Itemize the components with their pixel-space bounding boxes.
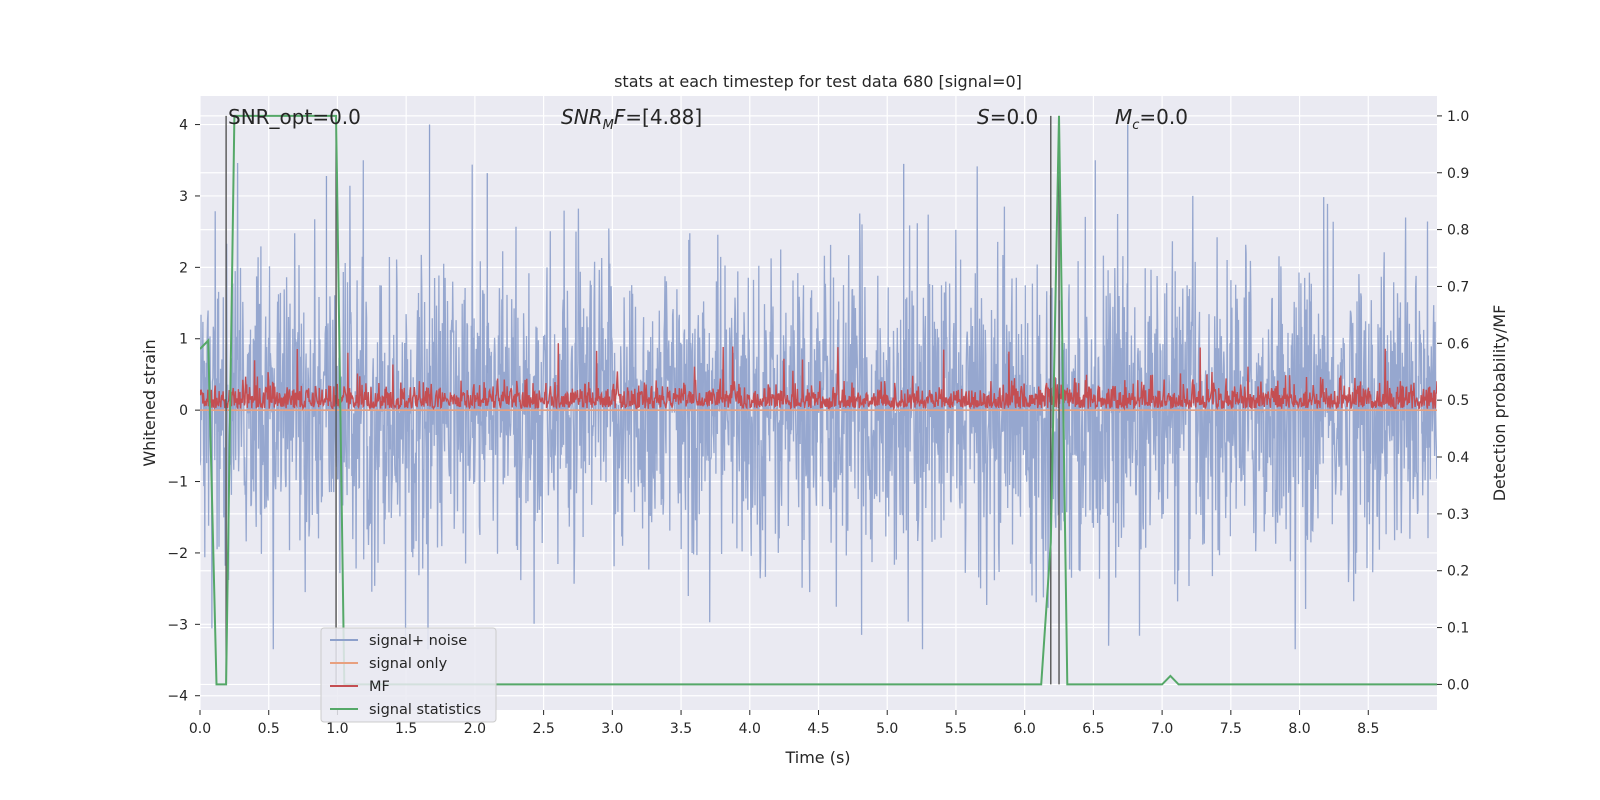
legend-item-signal-statistics: signal statistics [330,702,481,718]
legend-item-signal-noise: signal+ noise [330,633,467,649]
annotation-snr-mf: SNRMF=[4.88] [561,105,702,133]
legend-item-signal-only: signal only [330,656,448,672]
y-left-tick-label: 3 [179,189,188,205]
x-axis-label: Time (s) [784,748,850,767]
chart-title: stats at each timestep for test data 680… [614,72,1022,91]
mf-line [200,343,1437,411]
x-tick-label: 1.5 [395,721,417,737]
svg-text:signal+ noise: signal+ noise [369,633,467,649]
y-left-tick-label: 0 [179,403,188,419]
x-tick-label: 5.5 [945,721,967,737]
y-right-tick-label: 0.0 [1447,677,1469,693]
svg-text:MF: MF [369,679,390,695]
legend-item-mf: MF [330,679,390,695]
y-left-tick-label: −2 [167,546,188,562]
y-right-tick-label: 0.1 [1447,621,1469,637]
annotation-s: S=0.0 [977,105,1038,129]
y-left-tick-label: −1 [167,475,188,491]
x-tick-label: 4.5 [807,721,829,737]
x-tick-label: 1.0 [326,721,348,737]
x-tick-label: 7.0 [1151,721,1173,737]
y-left-tick-label: 4 [179,118,188,134]
x-axis-ticks: 0.0 0.5 1.0 1.5 2.0 2.5 3.0 3.5 4.0 4.5 5.0 5.5 6.0 6… [189,710,1379,737]
y-left-tick-label: −3 [167,617,188,633]
annotation-mc: Mc=0.0 [1115,105,1188,133]
y-right-tick-label: 0.8 [1447,223,1469,239]
x-tick-label: 8.0 [1288,721,1310,737]
x-tick-label: 8.5 [1357,721,1379,737]
x-tick-label: 7.5 [1220,721,1242,737]
y-left-axis-label: Whitened strain [140,339,159,466]
y-right-tick-label: 0.2 [1447,564,1469,580]
x-tick-label: 3.5 [670,721,692,737]
x-tick-label: 5.0 [876,721,898,737]
y-right-axis-label: Detection probability/MF [1490,305,1509,502]
legend: signal+ noise signal only MF signal stat… [320,627,497,723]
annotation-snr-opt: SNR_opt=0.0 [228,105,361,129]
x-tick-label: 0.5 [258,721,280,737]
y-right-tick-label: 0.7 [1447,279,1469,295]
y-left-tick-label: 2 [179,260,188,276]
x-tick-label: 0.0 [189,721,211,737]
y-right-tick-label: 1.0 [1447,109,1469,125]
y-right-axis-ticks: 0.0 0.1 0.2 0.3 0.4 0.5 0.6 0.7 0.8 0.9 1.0 [1437,109,1469,693]
y-right-tick-label: 0.3 [1447,507,1469,523]
legend-box [320,627,497,723]
x-tick-label: 2.0 [464,721,486,737]
y-right-tick-label: 0.4 [1447,450,1469,466]
y-left-tick-label: −4 [167,689,188,705]
y-right-tick-label: 0.5 [1447,393,1469,409]
x-tick-label: 3.0 [601,721,623,737]
y-left-tick-label: 1 [179,332,188,348]
y-right-tick-label: 0.9 [1447,166,1469,182]
x-tick-label: 6.0 [1014,721,1036,737]
svg-text:signal only: signal only [369,656,448,672]
svg-text:signal statistics: signal statistics [369,702,481,718]
x-tick-label: 2.5 [532,721,554,737]
x-tick-label: 6.5 [1082,721,1104,737]
y-left-axis-ticks: −4 −3 −2 −1 0 1 2 3 4 [167,118,200,705]
x-tick-label: 4.0 [739,721,761,737]
signal-noise-line [200,160,1437,650]
y-right-tick-label: 0.6 [1447,336,1469,352]
